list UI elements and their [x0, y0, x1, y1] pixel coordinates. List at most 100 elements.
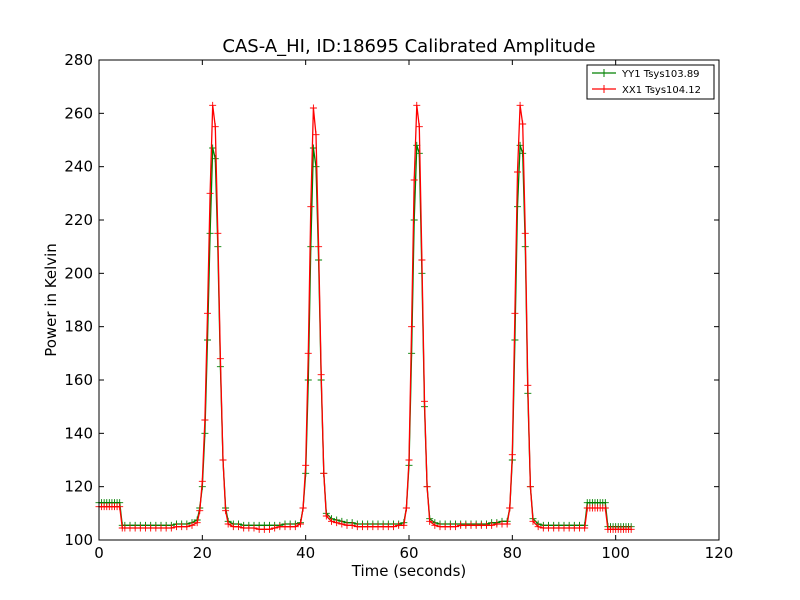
data-point	[198, 477, 206, 485]
data-point	[524, 381, 532, 389]
data-point	[211, 155, 219, 163]
data-point	[402, 504, 410, 512]
data-point	[421, 397, 428, 405]
series-xx1	[95, 101, 635, 533]
data-point	[581, 524, 589, 532]
y-tick-label: 260	[64, 104, 93, 122]
ticks-layer: 0 20 40 60 80 100 120 100 120 140 160 180 200 220 240 2…	[64, 51, 733, 562]
data-point	[322, 512, 330, 520]
x-tick-label: 0	[94, 544, 104, 562]
data-point	[188, 521, 196, 529]
plot-frame	[98, 59, 720, 541]
data-point	[333, 519, 341, 527]
data-point	[508, 451, 516, 459]
data-point	[271, 524, 279, 532]
data-point	[529, 517, 537, 525]
y-tick-label: 180	[64, 318, 93, 336]
data-point	[307, 243, 315, 251]
data-point	[297, 520, 304, 528]
data-point	[519, 149, 527, 157]
data-point	[516, 101, 524, 109]
data-point	[601, 504, 609, 512]
legend-label-xx1: XX1 Tsys104.12	[622, 85, 701, 96]
data-point	[320, 469, 328, 477]
data-point	[418, 256, 426, 264]
x-tick-label: 40	[296, 544, 315, 562]
data-point	[312, 163, 320, 171]
data-point	[196, 507, 204, 515]
y-axis-label: Power in Kelvin	[42, 243, 60, 357]
data-point	[193, 519, 201, 527]
data-point	[307, 203, 315, 211]
data-point	[413, 101, 421, 109]
y-tick-label: 240	[64, 158, 93, 176]
data-point	[534, 523, 542, 531]
y-tick-label: 200	[64, 264, 93, 282]
y-tick-label: 120	[64, 478, 93, 496]
data-point	[216, 355, 224, 363]
data-point	[390, 523, 397, 531]
series-layer	[95, 101, 635, 533]
legend: YY1 Tsys103.89 XX1 Tsys104.12	[586, 64, 715, 100]
legend-label-yy1: YY1 Tsys103.89	[621, 69, 700, 80]
data-point	[183, 523, 191, 531]
data-point	[222, 507, 230, 515]
data-point	[309, 104, 317, 112]
data-point	[627, 525, 635, 533]
x-tick-label: 20	[193, 544, 212, 562]
data-point	[415, 123, 423, 131]
data-point	[206, 189, 214, 197]
data-point	[204, 309, 211, 317]
data-point	[338, 520, 346, 528]
data-point	[408, 323, 416, 331]
data-point	[235, 523, 242, 531]
data-point	[304, 349, 312, 357]
data-point	[514, 168, 521, 176]
y-tick-label: 220	[64, 211, 93, 229]
data-point	[206, 229, 214, 237]
data-point	[400, 521, 408, 529]
data-point	[116, 503, 124, 511]
data-point	[209, 144, 217, 152]
x-tick-label: 120	[705, 544, 734, 562]
legend-marker-yy1	[600, 69, 608, 77]
data-point	[410, 176, 418, 184]
x-axis-label: Time (seconds)	[351, 562, 467, 580]
data-point	[315, 243, 323, 251]
chart-title: CAS-A_HI, ID:18695 Calibrated Amplitude	[222, 36, 595, 57]
data-point	[266, 525, 273, 533]
data-point	[312, 131, 320, 139]
y-tick-label: 140	[64, 424, 93, 442]
data-point	[452, 523, 459, 531]
data-point	[167, 524, 175, 532]
data-point	[431, 521, 439, 529]
data-point	[291, 523, 299, 531]
x-tick-label: 80	[503, 544, 522, 562]
data-point	[488, 521, 496, 529]
data-point	[302, 461, 310, 469]
data-point	[299, 504, 307, 512]
x-tick-label: 100	[601, 544, 630, 562]
data-point	[317, 371, 325, 379]
data-point	[209, 101, 217, 109]
data-point	[214, 229, 222, 237]
data-point	[503, 520, 511, 528]
data-point	[506, 504, 514, 512]
data-point	[511, 309, 519, 317]
data-point	[405, 456, 413, 464]
legend-box	[586, 64, 715, 100]
data-point	[224, 520, 232, 528]
data-point	[211, 123, 219, 131]
y-tick-label: 100	[64, 531, 93, 549]
y-tick-label: 160	[64, 371, 93, 389]
data-point	[526, 483, 534, 491]
legend-marker-xx1	[600, 85, 608, 93]
data-point	[516, 141, 524, 149]
data-point	[201, 416, 209, 424]
x-tick-label: 60	[399, 544, 418, 562]
data-point	[219, 456, 227, 464]
data-point	[348, 521, 356, 529]
y-tick-label: 280	[64, 51, 93, 69]
data-point	[521, 229, 529, 237]
